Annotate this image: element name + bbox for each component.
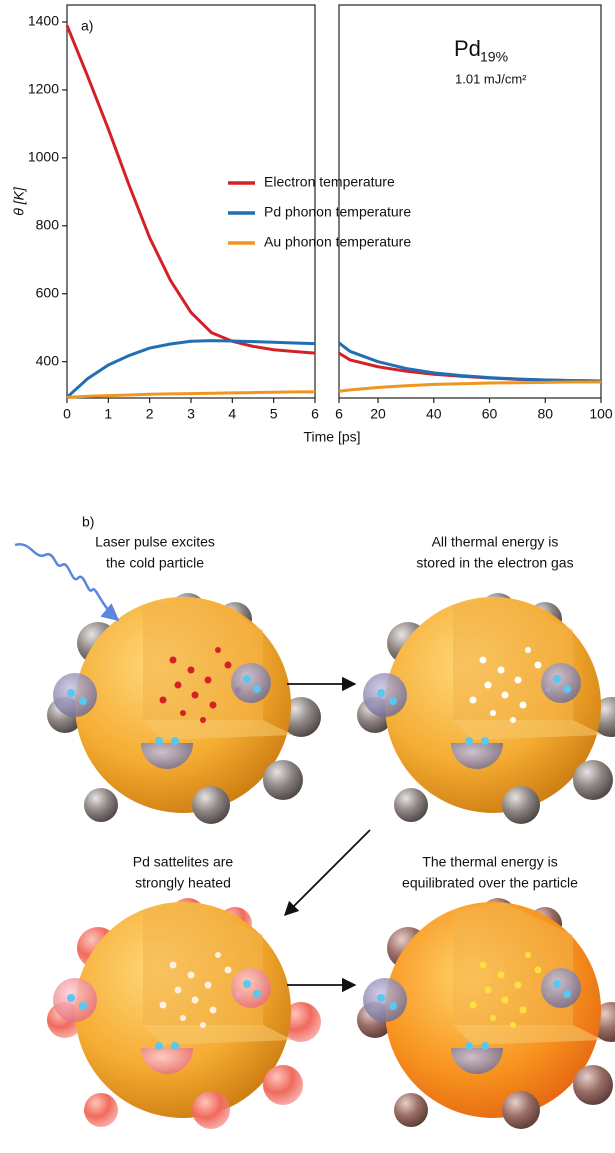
legend-label: Pd phonon temperature [264, 204, 411, 220]
laser-pulse [15, 544, 118, 620]
particle-satellites-hot [47, 898, 321, 1129]
annotation: Pd [454, 36, 481, 61]
x-tick-label: 40 [426, 406, 442, 422]
panel-label: b) [82, 514, 94, 530]
x-tick-label: 4 [228, 406, 236, 422]
caption: strongly heated [135, 875, 231, 891]
caption: Laser pulse excites [95, 534, 215, 550]
caption: All thermal energy is [432, 534, 559, 550]
y-tick-label: 800 [36, 216, 60, 232]
particle-electrons-hot [357, 593, 615, 824]
x-tick-label: 6 [335, 406, 343, 422]
x-tick-label: 1 [104, 406, 112, 422]
y-tick-label: 1200 [28, 81, 59, 97]
illustrations [15, 544, 615, 1129]
caption: equilibrated over the particle [402, 875, 578, 891]
plot-frame [67, 5, 315, 398]
legend-label: Electron temperature [264, 174, 395, 190]
y-tick-label: 600 [36, 284, 60, 300]
annotation: 1.01 mJ/cm² [455, 71, 527, 86]
x-tick-label: 5 [270, 406, 278, 422]
arrow [285, 830, 370, 915]
caption: The thermal energy is [422, 854, 557, 870]
plot-frame [339, 5, 601, 398]
x-tick-label: 20 [370, 406, 386, 422]
series-line [339, 343, 601, 381]
y-tick-label: 1400 [28, 13, 59, 29]
x-tick-label: 0 [63, 406, 71, 422]
panel-label: a) [81, 18, 93, 34]
x-tick-label: 3 [187, 406, 195, 422]
x-tick-label: 100 [589, 406, 613, 422]
x-tick-label: 80 [537, 406, 553, 422]
x-tick-label: 60 [482, 406, 498, 422]
figure: b) 400 600 800 1000 1200 1400 0 1 2 3 4 5 6 Electron … [0, 0, 615, 1148]
x-axis-label: Time [ps] [303, 429, 360, 445]
y-tick-label: 400 [36, 352, 60, 368]
annotation-subscript: 19% [480, 49, 508, 65]
page: {"chart_data": [ {"type": "line", "panel… [0, 0, 615, 1153]
series-line [67, 392, 315, 397]
x-tick-label: 6 [311, 406, 319, 422]
caption: Pd sattelites are [133, 854, 234, 870]
caption: stored in the electron gas [416, 555, 573, 571]
y-tick-label: 1000 [28, 149, 59, 165]
legend-label: Au phonon temperature [264, 234, 411, 250]
particle-cold [47, 593, 321, 824]
x-tick-label: 2 [146, 406, 154, 422]
series-line [339, 382, 601, 391]
y-axis-label: θ [K] [11, 186, 27, 216]
caption: the cold particle [106, 555, 204, 571]
particle-equilibrated [357, 898, 615, 1129]
